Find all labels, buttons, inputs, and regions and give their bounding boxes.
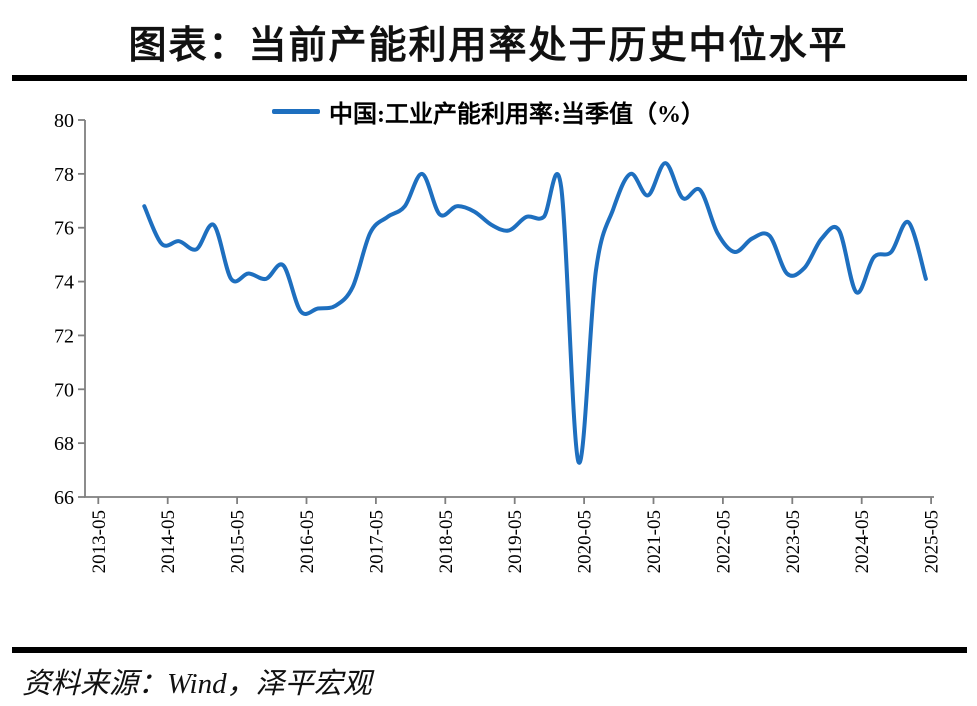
x-axis-tick-label: 2017-05 (366, 510, 387, 573)
y-axis-tick-label: 80 (54, 110, 74, 132)
x-axis-tick-label: 2013-05 (89, 510, 110, 573)
y-axis-tick-label: 72 (54, 325, 74, 347)
legend-series-label: 中国:工业产能利用率:当季值（%） (329, 102, 705, 128)
x-axis-tick-label: 2023-05 (783, 510, 804, 573)
axis-lines (84, 120, 934, 498)
x-axis-tick-label: 2020-05 (575, 510, 596, 573)
y-axis-tick-label: 68 (54, 433, 74, 455)
x-axis-tick-label: 2014-05 (158, 510, 179, 573)
y-axis-tick-label: 78 (54, 164, 74, 186)
y-axis-tick-label: 66 (54, 487, 74, 509)
x-axis-tick-label: 2021-05 (644, 510, 665, 573)
data-source-note: 资料来源：Wind，泽平宏观 (22, 668, 372, 700)
bottom-divider-rule (12, 647, 967, 653)
x-axis-tick-label: 2018-05 (436, 510, 457, 573)
chart-title: 图表：当前产能利用率处于历史中位水平 (128, 25, 849, 67)
legend-line-swatch (272, 109, 320, 114)
x-axis-tick-label: 2015-05 (228, 510, 249, 573)
y-axis-tick-label: 70 (54, 379, 74, 401)
y-axis-tick-label: 76 (54, 218, 74, 240)
x-axis-tick-label: 2019-05 (505, 510, 526, 573)
y-axis-tick-label: 74 (54, 272, 74, 294)
chart-legend: 中国:工业产能利用率:当季值（%） (0, 94, 977, 129)
series-line-capacity-utilization (142, 161, 928, 465)
x-axis-tick-label: 2025-05 (922, 510, 943, 573)
x-axis-tick-label: 2022-05 (713, 510, 734, 573)
x-axis-tick-label: 2024-05 (852, 510, 873, 573)
x-axis-tick-label: 2016-05 (297, 510, 318, 573)
top-divider-rule (12, 75, 967, 81)
